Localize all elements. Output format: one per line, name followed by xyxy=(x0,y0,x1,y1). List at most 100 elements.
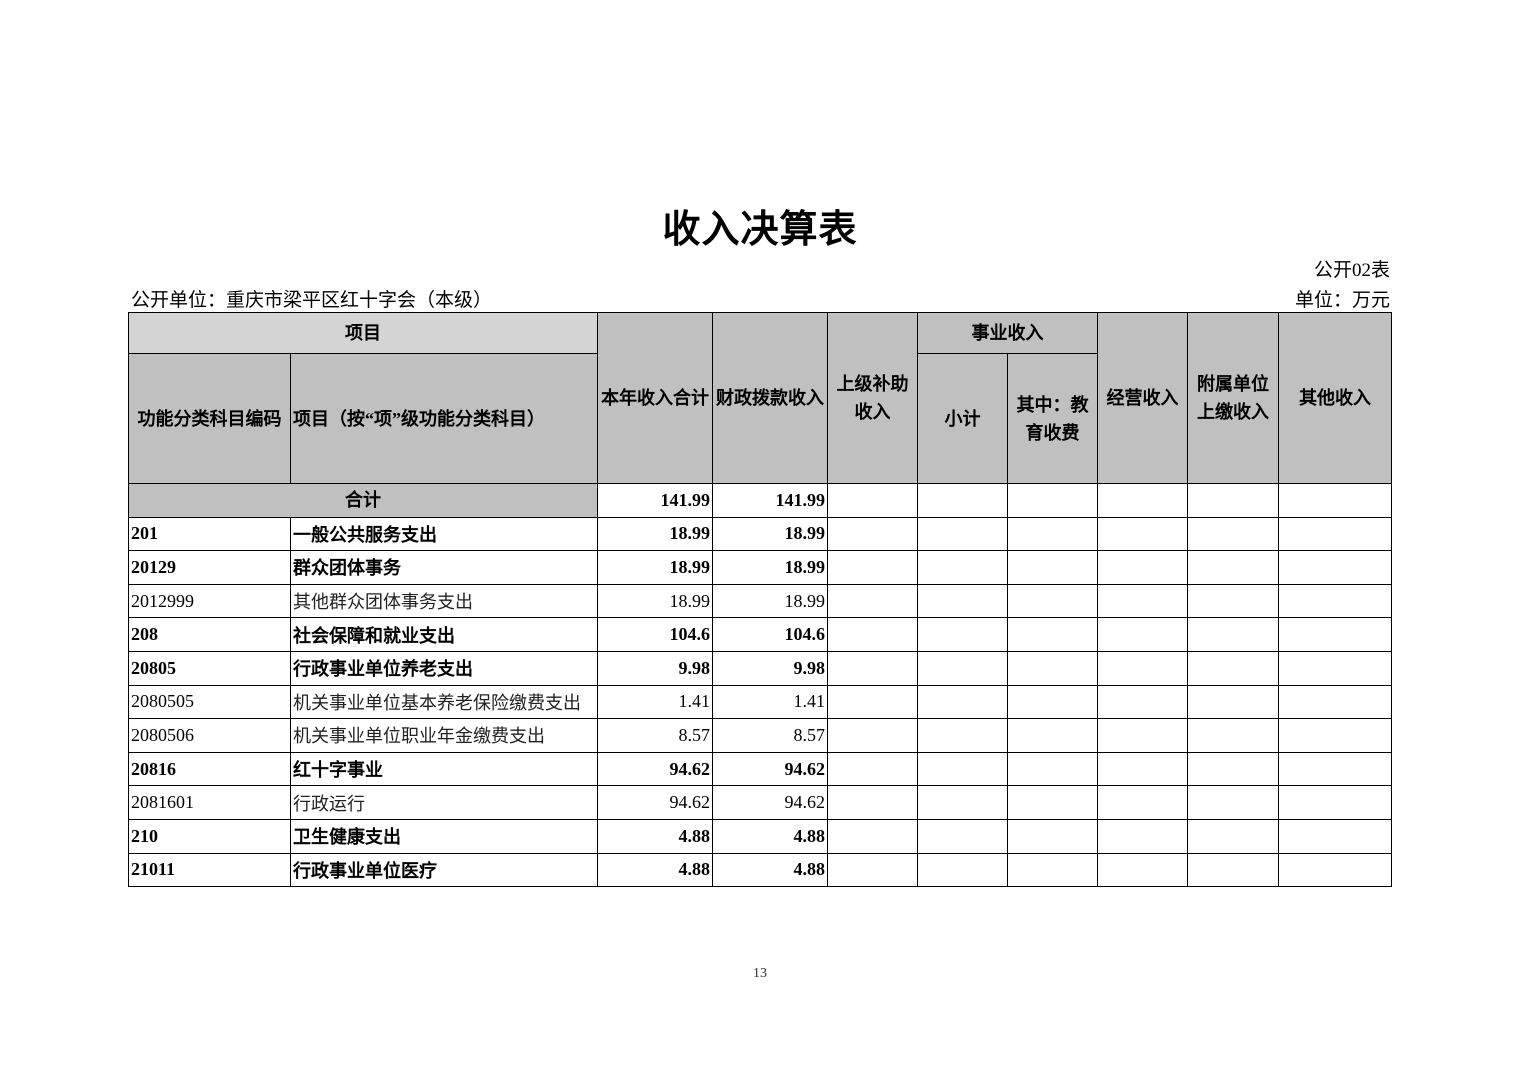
empty-cell xyxy=(1097,516,1188,552)
row-total-income: 104.6 xyxy=(597,617,713,652)
header-affiliated: 附属单位上缴收入 xyxy=(1187,312,1279,484)
row-total-income: 18.99 xyxy=(597,516,713,552)
row-name: 机关事业单位基本养老保险缴费支出 xyxy=(290,684,598,720)
table-row: 2081601 行政运行 94.62 94.62 xyxy=(128,785,1392,820)
empty-cell xyxy=(917,684,1008,720)
row-total-income: 1.41 xyxy=(597,684,713,720)
row-total-income: 8.57 xyxy=(597,718,713,753)
row-total-income: 94.62 xyxy=(597,751,713,787)
header-business-group: 事业收入 xyxy=(917,312,1098,354)
empty-cell xyxy=(827,785,918,820)
empty-cell xyxy=(827,818,918,854)
table-row: 20805 行政事业单位养老支出 9.98 9.98 xyxy=(128,650,1392,686)
reporting-unit: 公开单位：重庆市梁平区红十字会（本级） xyxy=(131,290,493,311)
empty-cell xyxy=(1007,550,1098,585)
table-row: 20816 红十字事业 94.62 94.62 xyxy=(128,751,1392,787)
empty-cell xyxy=(827,550,918,585)
row-code: 201 xyxy=(128,516,291,552)
header-item-name: 项目（按“项”级功能分类科目） xyxy=(290,353,598,484)
empty-cell xyxy=(1097,617,1188,652)
table-row: 2080505 机关事业单位基本养老保险缴费支出 1.41 1.41 xyxy=(128,684,1392,720)
row-code: 2080506 xyxy=(128,718,291,753)
empty-cell xyxy=(1278,483,1392,518)
empty-cell xyxy=(917,516,1008,552)
empty-cell xyxy=(1007,483,1098,518)
empty-cell xyxy=(1097,818,1188,854)
empty-cell xyxy=(1187,516,1279,552)
row-code: 2081601 xyxy=(128,785,291,820)
empty-cell xyxy=(1007,583,1098,619)
row-code: 20129 xyxy=(128,550,291,585)
empty-cell xyxy=(1187,483,1279,518)
header-operating: 经营收入 xyxy=(1097,312,1188,484)
empty-cell xyxy=(1097,785,1188,820)
empty-cell xyxy=(1187,852,1279,888)
row-name: 社会保障和就业支出 xyxy=(290,617,598,652)
empty-cell xyxy=(1007,785,1098,820)
empty-cell xyxy=(917,852,1008,888)
row-total-income: 18.99 xyxy=(597,583,713,619)
empty-cell xyxy=(827,617,918,652)
header-code: 功能分类科目编码 xyxy=(128,353,291,484)
row-fiscal: 18.99 xyxy=(712,516,828,552)
empty-cell xyxy=(1097,550,1188,585)
row-name: 群众团体事务 xyxy=(290,550,598,585)
empty-cell xyxy=(917,583,1008,619)
row-fiscal: 4.88 xyxy=(712,818,828,854)
empty-cell xyxy=(1278,852,1392,888)
currency-unit: 单位：万元 xyxy=(1294,290,1390,311)
empty-cell xyxy=(917,785,1008,820)
row-fiscal: 94.62 xyxy=(712,751,828,787)
row-fiscal: 18.99 xyxy=(712,583,828,619)
empty-cell xyxy=(1278,550,1392,585)
total-fiscal-value: 141.99 xyxy=(712,483,828,518)
header-education-fee: 其中：教育收费 xyxy=(1007,353,1098,484)
total-income-value: 141.99 xyxy=(597,483,713,518)
empty-cell xyxy=(917,718,1008,753)
empty-cell xyxy=(1187,617,1279,652)
empty-cell xyxy=(1278,583,1392,619)
empty-cell xyxy=(1187,550,1279,585)
row-total-income: 4.88 xyxy=(597,852,713,888)
row-code: 2012999 xyxy=(128,583,291,619)
table-row: 210 卫生健康支出 4.88 4.88 xyxy=(128,818,1392,854)
row-name: 行政事业单位养老支出 xyxy=(290,650,598,686)
row-total-income: 94.62 xyxy=(597,785,713,820)
row-fiscal: 9.98 xyxy=(712,650,828,686)
empty-cell xyxy=(1097,684,1188,720)
table-row: 21011 行政事业单位医疗 4.88 4.88 xyxy=(128,852,1392,888)
table-row: 2080506 机关事业单位职业年金缴费支出 8.57 8.57 xyxy=(128,718,1392,753)
row-code: 21011 xyxy=(128,852,291,888)
empty-cell xyxy=(1278,684,1392,720)
empty-cell xyxy=(917,650,1008,686)
empty-cell xyxy=(827,583,918,619)
row-name: 其他群众团体事务支出 xyxy=(290,583,598,619)
empty-cell xyxy=(1007,852,1098,888)
row-name: 行政运行 xyxy=(290,785,598,820)
empty-cell xyxy=(1097,718,1188,753)
row-total-income: 4.88 xyxy=(597,818,713,854)
header-superior-subsidy: 上级补助收入 xyxy=(827,312,918,484)
empty-cell xyxy=(1278,718,1392,753)
row-fiscal: 4.88 xyxy=(712,852,828,888)
row-code: 20805 xyxy=(128,650,291,686)
table-row: 20129 群众团体事务 18.99 18.99 xyxy=(128,550,1392,585)
empty-cell xyxy=(827,684,918,720)
row-total-income: 18.99 xyxy=(597,550,713,585)
row-code: 2080505 xyxy=(128,684,291,720)
empty-cell xyxy=(1187,751,1279,787)
row-name: 红十字事业 xyxy=(290,751,598,787)
row-name: 机关事业单位职业年金缴费支出 xyxy=(290,718,598,753)
empty-cell xyxy=(1278,516,1392,552)
empty-cell xyxy=(1097,751,1188,787)
empty-cell xyxy=(827,483,918,518)
page-title: 收入决算表 xyxy=(662,209,858,251)
empty-cell xyxy=(1007,617,1098,652)
empty-cell xyxy=(827,718,918,753)
empty-cell xyxy=(917,751,1008,787)
row-total-income: 9.98 xyxy=(597,650,713,686)
row-fiscal: 1.41 xyxy=(712,684,828,720)
empty-cell xyxy=(1007,650,1098,686)
empty-cell xyxy=(827,852,918,888)
empty-cell xyxy=(1187,818,1279,854)
